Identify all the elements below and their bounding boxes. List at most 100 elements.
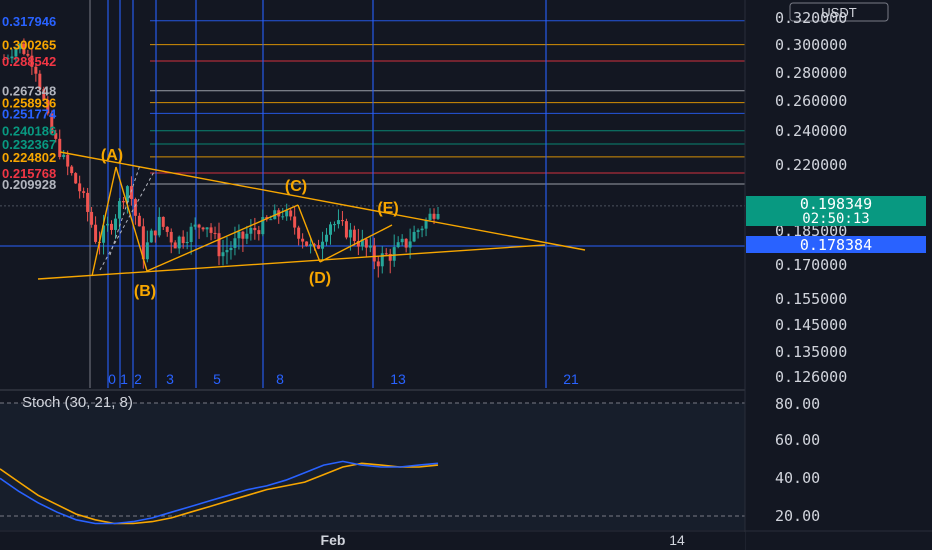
candle-body[interactable] (297, 227, 301, 239)
candle-body[interactable] (66, 154, 70, 167)
candle-body[interactable] (301, 238, 305, 242)
candle-body[interactable] (368, 245, 372, 248)
candle-body[interactable] (376, 261, 380, 267)
candle-body[interactable] (372, 245, 376, 262)
candle-body[interactable] (6, 58, 10, 60)
candle-body[interactable] (82, 191, 86, 193)
candle-body[interactable] (197, 224, 201, 228)
candle-body[interactable] (364, 239, 368, 248)
candle-body[interactable] (428, 213, 432, 220)
candle-body[interactable] (161, 216, 165, 227)
candle-body[interactable] (241, 231, 245, 239)
candle-body[interactable] (213, 232, 217, 234)
candle-body[interactable] (313, 244, 317, 246)
candle-body[interactable] (157, 216, 161, 236)
candle-body[interactable] (90, 211, 94, 225)
candle-body[interactable] (205, 227, 209, 230)
candle-body[interactable] (177, 236, 181, 249)
candle-body[interactable] (2, 59, 6, 60)
candle-body[interactable] (269, 219, 273, 221)
candle-body[interactable] (261, 217, 265, 235)
candle-body[interactable] (217, 233, 221, 257)
candle-body[interactable] (22, 43, 26, 54)
triangle-line[interactable] (91, 166, 117, 277)
candle-body[interactable] (432, 213, 436, 219)
candle-body[interactable] (420, 228, 424, 231)
candle-body[interactable] (400, 238, 404, 243)
candle-body[interactable] (404, 238, 408, 248)
candle-body[interactable] (102, 225, 106, 243)
candle-body[interactable] (58, 138, 62, 157)
candle-body[interactable] (54, 133, 58, 139)
triangle-line[interactable] (319, 224, 393, 263)
currency-badge[interactable] (789, 2, 889, 22)
candle-body[interactable] (289, 210, 293, 217)
candle-body[interactable] (10, 56, 14, 59)
candle-body[interactable] (249, 227, 253, 234)
candle-body[interactable] (185, 241, 189, 244)
candle-body[interactable] (169, 231, 173, 243)
candle-body[interactable] (42, 89, 46, 100)
candle-body[interactable] (125, 186, 129, 203)
candle-body[interactable] (110, 223, 114, 230)
candle-body[interactable] (46, 99, 50, 114)
candle-body[interactable] (392, 247, 396, 261)
triangle-line[interactable] (59, 151, 586, 251)
candle-body[interactable] (165, 226, 169, 232)
candle-body[interactable] (317, 245, 321, 249)
candle-body[interactable] (70, 166, 74, 174)
candle-body[interactable] (285, 210, 289, 217)
candle-body[interactable] (153, 230, 157, 236)
candle-body[interactable] (340, 220, 344, 222)
candle-body[interactable] (94, 224, 98, 242)
candle-body[interactable] (344, 221, 348, 238)
candle-body[interactable] (388, 253, 392, 261)
candle-body[interactable] (34, 66, 38, 74)
candle-body[interactable] (149, 230, 153, 243)
candle-body[interactable] (305, 241, 309, 246)
candle-body[interactable] (396, 242, 400, 248)
candle-body[interactable] (50, 113, 54, 134)
candle-body[interactable] (129, 186, 133, 200)
candle-body[interactable] (233, 238, 237, 248)
candle-body[interactable] (253, 227, 257, 231)
candle-body[interactable] (356, 241, 360, 247)
candle-body[interactable] (436, 213, 440, 219)
candle-body[interactable] (352, 229, 356, 242)
candle-body[interactable] (416, 230, 420, 232)
triangle-pattern[interactable] (37, 151, 586, 280)
candle-body[interactable] (348, 229, 352, 238)
candle-body[interactable] (408, 241, 412, 248)
candle-body[interactable] (26, 53, 30, 56)
triangle-line[interactable] (146, 204, 299, 272)
candle-body[interactable] (133, 199, 137, 216)
candle-body[interactable] (293, 216, 297, 228)
candle-body[interactable] (189, 226, 193, 242)
candle-body[interactable] (137, 215, 141, 227)
triangle-line[interactable] (297, 204, 321, 263)
candle-body[interactable] (30, 55, 34, 67)
candle-body[interactable] (145, 242, 149, 260)
candle-body[interactable] (225, 250, 229, 253)
candle-body[interactable] (74, 173, 78, 184)
candle-body[interactable] (257, 230, 261, 235)
candle-body[interactable] (380, 253, 384, 267)
candle-body[interactable] (201, 227, 205, 230)
candle-body[interactable] (309, 244, 313, 246)
candle-body[interactable] (360, 239, 364, 247)
candle-body[interactable] (193, 224, 197, 227)
candle-body[interactable] (384, 253, 388, 255)
candle-body[interactable] (229, 247, 233, 251)
candle-body[interactable] (221, 252, 225, 257)
candle-body[interactable] (117, 201, 121, 219)
candles[interactable] (2, 38, 440, 278)
candle-body[interactable] (181, 236, 185, 244)
candle-body[interactable] (106, 223, 110, 226)
candle-body[interactable] (245, 233, 249, 239)
candle-body[interactable] (332, 224, 336, 226)
triangle-line[interactable] (115, 166, 148, 272)
candle-body[interactable] (18, 43, 22, 50)
candle-body[interactable] (14, 49, 18, 57)
candle-body[interactable] (86, 192, 90, 212)
candle-body[interactable] (412, 231, 416, 242)
